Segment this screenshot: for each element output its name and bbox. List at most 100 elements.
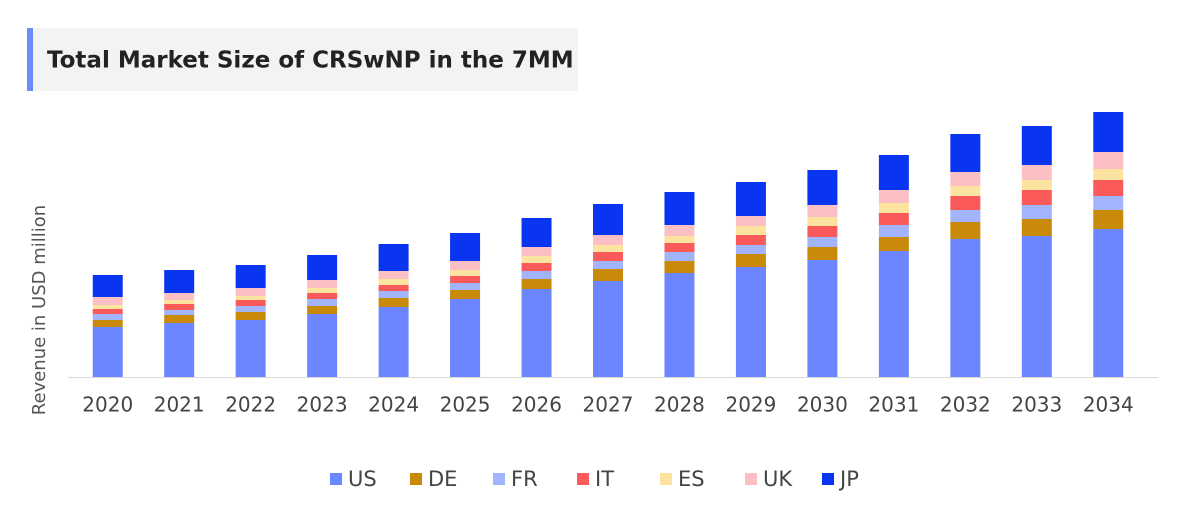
legend-label: ES bbox=[678, 467, 705, 491]
bar-segment bbox=[735, 245, 766, 254]
bar-segment bbox=[664, 225, 695, 236]
bar-segment bbox=[92, 305, 123, 309]
legend-label: FR bbox=[511, 467, 538, 491]
legend-label: JP bbox=[838, 467, 859, 491]
x-tick-label: 2025 bbox=[440, 393, 491, 417]
bar-segment bbox=[1021, 190, 1052, 205]
bar-segment bbox=[450, 283, 481, 290]
bar-segment bbox=[1093, 169, 1124, 180]
bar-segment bbox=[92, 320, 123, 327]
bar-segment bbox=[521, 263, 552, 271]
bar-segment bbox=[807, 226, 838, 237]
x-tick-label: 2022 bbox=[225, 393, 276, 417]
legend-label: US bbox=[348, 467, 377, 491]
bar-segment bbox=[807, 170, 838, 205]
bar-segment bbox=[450, 270, 481, 276]
legend-swatch bbox=[410, 473, 422, 485]
bar-segment bbox=[807, 247, 838, 260]
bar-segment bbox=[521, 289, 552, 377]
bar-segment bbox=[664, 252, 695, 261]
bar-segment bbox=[450, 233, 481, 261]
bar-segment bbox=[950, 222, 981, 239]
bar-segment bbox=[164, 310, 195, 315]
bar-segment bbox=[235, 288, 266, 296]
bar-segment bbox=[164, 300, 195, 304]
bar-segment bbox=[878, 213, 909, 225]
legend-swatch bbox=[822, 473, 834, 485]
bar-segment bbox=[950, 186, 981, 196]
legend-swatch bbox=[330, 473, 342, 485]
bar-segment bbox=[235, 320, 266, 377]
bar-segment bbox=[807, 260, 838, 377]
bar-segment bbox=[735, 216, 766, 226]
bar-segment bbox=[378, 244, 409, 271]
bar-segment bbox=[92, 314, 123, 320]
legend-swatch bbox=[660, 473, 672, 485]
bar-segment bbox=[735, 254, 766, 267]
bar-segment bbox=[92, 297, 123, 305]
bar-segment bbox=[664, 261, 695, 273]
legend-label: UK bbox=[763, 467, 793, 491]
bar-segment bbox=[378, 291, 409, 298]
bar-segment bbox=[878, 251, 909, 377]
legend-swatch bbox=[577, 473, 589, 485]
x-tick-label: 2034 bbox=[1083, 393, 1134, 417]
bar-segment bbox=[378, 298, 409, 307]
bar-segment bbox=[593, 261, 623, 269]
bar-segment bbox=[664, 273, 695, 377]
bar-segment bbox=[235, 265, 266, 288]
bar-segment bbox=[1021, 180, 1052, 190]
bar-segment bbox=[664, 243, 695, 252]
x-tick-label: 2023 bbox=[297, 393, 348, 417]
bar-segment bbox=[735, 182, 766, 216]
bar-segment bbox=[378, 307, 409, 377]
x-tick-label: 2031 bbox=[868, 393, 919, 417]
bar-segment bbox=[807, 205, 838, 217]
bar-segment bbox=[164, 270, 195, 293]
bar-segment bbox=[1021, 236, 1052, 377]
x-tick-label: 2028 bbox=[654, 393, 705, 417]
bar-segment bbox=[1021, 126, 1052, 165]
bar-segment bbox=[92, 275, 123, 297]
title-box bbox=[27, 28, 578, 91]
bar-segment bbox=[807, 237, 838, 247]
bar-segment bbox=[521, 256, 552, 263]
bar-segment bbox=[307, 280, 338, 288]
bar-segment bbox=[450, 276, 481, 283]
x-tick-label: 2032 bbox=[940, 393, 991, 417]
x-tick-label: 2021 bbox=[154, 393, 205, 417]
legend-swatch bbox=[493, 473, 505, 485]
bar-segment bbox=[664, 192, 695, 225]
bar-segment bbox=[950, 172, 981, 186]
bar-segment bbox=[950, 210, 981, 222]
bar-segment bbox=[450, 290, 481, 299]
bar-segment bbox=[1093, 152, 1124, 169]
bar-segment bbox=[878, 190, 909, 203]
bar-segment bbox=[164, 304, 195, 310]
bar-segment bbox=[1021, 219, 1052, 236]
legend-label: IT bbox=[595, 467, 614, 491]
y-axis-label: Revenue in USD million bbox=[29, 205, 50, 415]
bar-segment bbox=[307, 299, 338, 306]
chart-title: Total Market Size of CRSwNP in the 7MM bbox=[47, 48, 574, 74]
bar-segment bbox=[307, 288, 338, 293]
bar-segment bbox=[307, 293, 338, 299]
bar-segment bbox=[450, 299, 481, 377]
bar-segment bbox=[950, 196, 981, 210]
bar-segment bbox=[1093, 180, 1124, 196]
x-tick-label: 2029 bbox=[725, 393, 776, 417]
bar-segment bbox=[950, 239, 981, 377]
bar-segment bbox=[878, 155, 909, 190]
bar-segment bbox=[593, 281, 623, 377]
bar-segment bbox=[878, 203, 909, 213]
bar-segment bbox=[1093, 229, 1124, 377]
bar-segment bbox=[878, 237, 909, 251]
bar-segment bbox=[664, 236, 695, 243]
bar-segment bbox=[1093, 196, 1124, 210]
bar-segment bbox=[521, 247, 552, 256]
bar-segment bbox=[450, 261, 481, 270]
bar-segment bbox=[307, 255, 338, 280]
x-tick-label: 2033 bbox=[1011, 393, 1062, 417]
x-tick-label: 2030 bbox=[797, 393, 848, 417]
x-tick-label: 2024 bbox=[368, 393, 419, 417]
